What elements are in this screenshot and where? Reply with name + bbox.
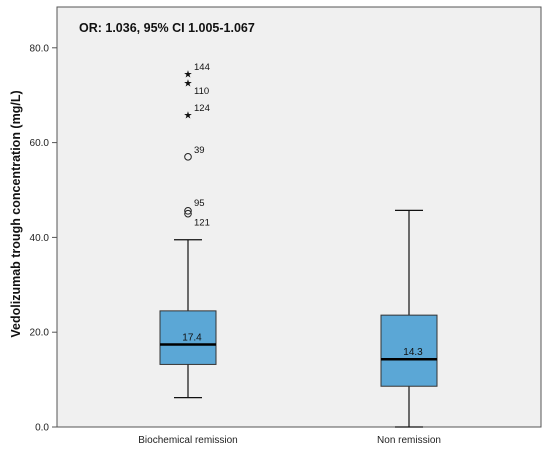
outlier-id-label: 121 <box>194 218 210 229</box>
extreme-point: ★ <box>184 111 193 122</box>
extreme-point: ★ <box>184 69 193 80</box>
y-tick-label: 80.0 <box>30 43 50 54</box>
extreme-point: ★ <box>184 78 193 89</box>
y-tick-label: 20.0 <box>30 328 50 339</box>
y-tick-label: 40.0 <box>30 233 50 244</box>
chart-annotation: OR: 1.036, 95% CI 1.005-1.067 <box>79 21 255 35</box>
y-axis-label: Vedolizumab trough concentration (mg/L) <box>9 90 23 337</box>
y-tick-label: 0.0 <box>35 423 49 434</box>
box-iqr <box>380 314 438 387</box>
x-tick-label: Biochemical remission <box>138 435 237 446</box>
median-label: 14.3 <box>403 347 423 358</box>
extreme-id-label: 124 <box>194 103 210 114</box>
x-tick-label: Non remission <box>377 435 441 446</box>
median-label: 17.4 <box>182 333 202 344</box>
x-axis: Biochemical remission Non remission <box>138 435 441 446</box>
extreme-id-label: 144 <box>194 62 210 73</box>
plot-area <box>56 6 542 428</box>
y-tick-label: 60.0 <box>30 138 50 149</box>
outlier-point <box>184 209 192 218</box>
box-iqr <box>159 310 217 365</box>
outlier-point <box>184 153 192 161</box>
outlier-id-label: 39 <box>194 145 205 156</box>
outlier-id-label: 95 <box>194 198 205 209</box>
extreme-id-label: 110 <box>194 86 209 97</box>
y-axis: 0.0 20.0 40.0 60.0 80.0 <box>30 43 57 434</box>
outlier-point <box>184 207 192 215</box>
